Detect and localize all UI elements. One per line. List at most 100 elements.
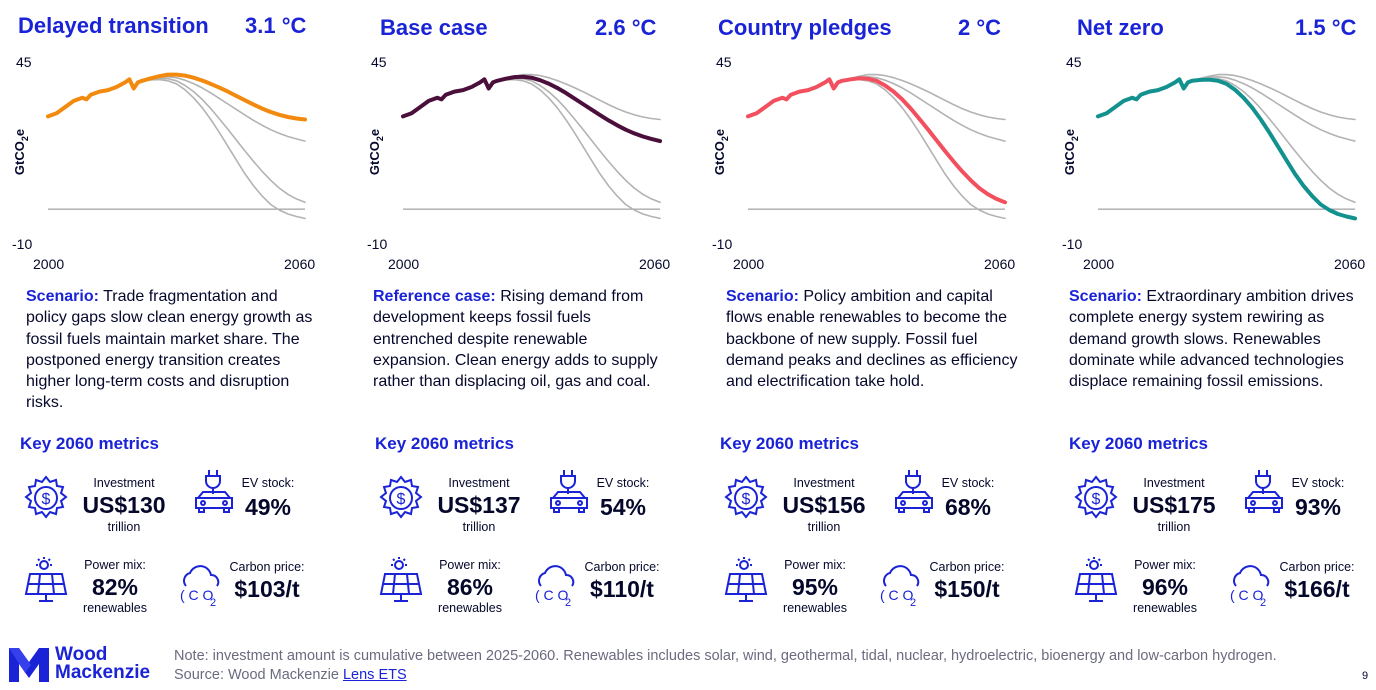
co2-cloud-icon: ( C O 2	[1226, 560, 1274, 609]
svg-text:$: $	[397, 491, 406, 508]
svg-text:2: 2	[565, 597, 571, 608]
co2-cloud-icon: ( C O 2	[531, 560, 579, 609]
scenario-description: Scenario: Extraordinary ambition drives …	[1069, 286, 1364, 392]
y-axis-title-sub: 2	[19, 136, 30, 142]
scenario-description: Scenario: Trade fragmentation and policy…	[26, 286, 321, 414]
y-axis-title-suffix: e	[12, 128, 28, 137]
ev-stock-label: EV stock:	[941, 476, 995, 490]
emissions-chart	[746, 73, 1007, 220]
y-axis-title: GtCO2e	[712, 129, 730, 175]
y-axis-title-main: GtCO	[1062, 141, 1078, 176]
dollar-gear-icon: $	[377, 474, 425, 522]
source-prefix: Source: Wood Mackenzie	[174, 667, 343, 683]
scenario-title: Base case	[380, 15, 488, 40]
key-metrics-heading: Key 2060 metrics	[720, 434, 859, 453]
power-mix-unit: renewables	[438, 601, 502, 615]
description-text: Rising demand from development keeps fos…	[373, 288, 658, 391]
key-metrics-heading: Key 2060 metrics	[1069, 434, 1208, 453]
scenario-description: Reference case: Rising demand from devel…	[373, 286, 668, 392]
y-axis-title-sub: 2	[1069, 136, 1080, 142]
investment-unit: trillion	[807, 520, 841, 534]
x-axis-end-label: 2060	[1334, 256, 1366, 272]
emissions-chart	[46, 72, 307, 220]
y-axis-min-label: -10	[1062, 236, 1083, 252]
carbon-price-label: Carbon price:	[584, 560, 660, 574]
logo-line-1: Wood	[55, 644, 108, 665]
carbon-price-value: $150/t	[934, 576, 1000, 602]
y-axis-title-main: GtCO	[12, 141, 28, 176]
description-lead: Reference case:	[373, 288, 496, 305]
y-axis-title-suffix: e	[1062, 128, 1078, 137]
series-line-base-case	[1097, 76, 1356, 142]
lens-ets-link[interactable]: Lens ETS	[342, 667, 407, 683]
power-mix-label: Power mix:	[1134, 558, 1196, 572]
scenario-panel-netzero: Net zero 1.5 °C 45 -10 GtCO2e 2000 2060 …	[1050, 0, 1376, 640]
power-mix-label: Power mix:	[439, 558, 501, 572]
series-line-net-zero	[1096, 77, 1357, 221]
co2-cloud-icon: ( C O 2	[876, 560, 924, 609]
power-mix-label: Power mix:	[84, 558, 146, 572]
svg-text:2: 2	[1260, 597, 1266, 608]
investment-label: Investment	[793, 476, 855, 490]
description-lead: Scenario:	[726, 288, 799, 305]
y-axis-title-main: GtCO	[712, 141, 728, 176]
y-axis-title: GtCO2e	[12, 129, 30, 175]
x-axis-end-label: 2060	[284, 256, 316, 272]
x-axis-start-label: 2000	[733, 256, 765, 272]
description-lead: Scenario:	[26, 288, 99, 305]
description-text: Policy ambition and capital flows enable…	[726, 288, 1018, 391]
dollar-gear-icon: $	[722, 474, 770, 522]
carbon-price-value: $166/t	[1284, 576, 1350, 602]
y-axis-title: GtCO2e	[1062, 129, 1080, 175]
svg-text:( C O: ( C O	[180, 587, 214, 603]
svg-text:$: $	[42, 491, 51, 508]
investment-value: US$130	[82, 492, 166, 518]
investment-unit: trillion	[107, 520, 141, 534]
footer-note: Note: investment amount is cumulative be…	[174, 648, 1277, 664]
dollar-gear-icon: $	[22, 474, 70, 522]
carbon-price-label: Carbon price:	[929, 560, 1005, 574]
description-text: Extraordinary ambition drives complete e…	[1069, 288, 1354, 391]
warming-temperature: 1.5 °C	[1295, 15, 1357, 40]
solar-panel-icon	[377, 556, 425, 604]
ev-stock-label: EV stock:	[1291, 476, 1345, 490]
emissions-chart	[1096, 73, 1357, 221]
ev-stock-value: 54%	[599, 494, 647, 520]
power-mix-value: 82%	[91, 574, 139, 600]
svg-text:( C O: ( C O	[880, 587, 914, 603]
carbon-price-label: Carbon price:	[1279, 560, 1355, 574]
emissions-chart	[401, 73, 662, 220]
power-mix-unit: renewables	[783, 601, 847, 615]
investment-label: Investment	[448, 476, 510, 490]
power-mix-value: 86%	[446, 574, 494, 600]
solar-panel-icon	[722, 556, 770, 604]
svg-text:$: $	[1092, 491, 1101, 508]
power-mix-value: 95%	[791, 574, 839, 600]
ev-charging-car-icon	[190, 468, 238, 516]
y-axis-title-suffix: e	[367, 128, 383, 137]
scenario-panel-delayed: Delayed transition 3.1 °C 45 -10 GtCO2e …	[0, 0, 344, 640]
svg-text:2: 2	[210, 597, 216, 608]
logo-wordmark: Wood Mackenzie	[55, 644, 150, 682]
warming-temperature: 3.1 °C	[245, 13, 307, 38]
x-axis-end-label: 2060	[984, 256, 1016, 272]
series-line-base-case	[747, 76, 1006, 142]
investment-label: Investment	[1143, 476, 1205, 490]
key-metrics-heading: Key 2060 metrics	[375, 434, 514, 453]
y-axis-title: GtCO2e	[367, 129, 385, 175]
y-axis-max-label: 45	[716, 54, 732, 70]
warming-temperature: 2 °C	[958, 15, 1002, 40]
y-axis-title-sub: 2	[374, 136, 385, 142]
y-axis-title-sub: 2	[719, 136, 730, 142]
series-line-delayed-transition	[46, 72, 307, 122]
x-axis-start-label: 2000	[388, 256, 420, 272]
page-number: 9	[1362, 670, 1369, 682]
footer-source: Source: Wood Mackenzie Lens ETS	[174, 667, 407, 683]
ev-charging-car-icon	[1240, 468, 1288, 516]
ev-stock-label: EV stock:	[596, 476, 650, 490]
carbon-price-value: $103/t	[234, 576, 300, 602]
y-axis-min-label: -10	[367, 236, 388, 252]
power-mix-value: 96%	[1141, 574, 1189, 600]
key-metrics-heading: Key 2060 metrics	[20, 434, 159, 453]
investment-value: US$156	[782, 492, 866, 518]
